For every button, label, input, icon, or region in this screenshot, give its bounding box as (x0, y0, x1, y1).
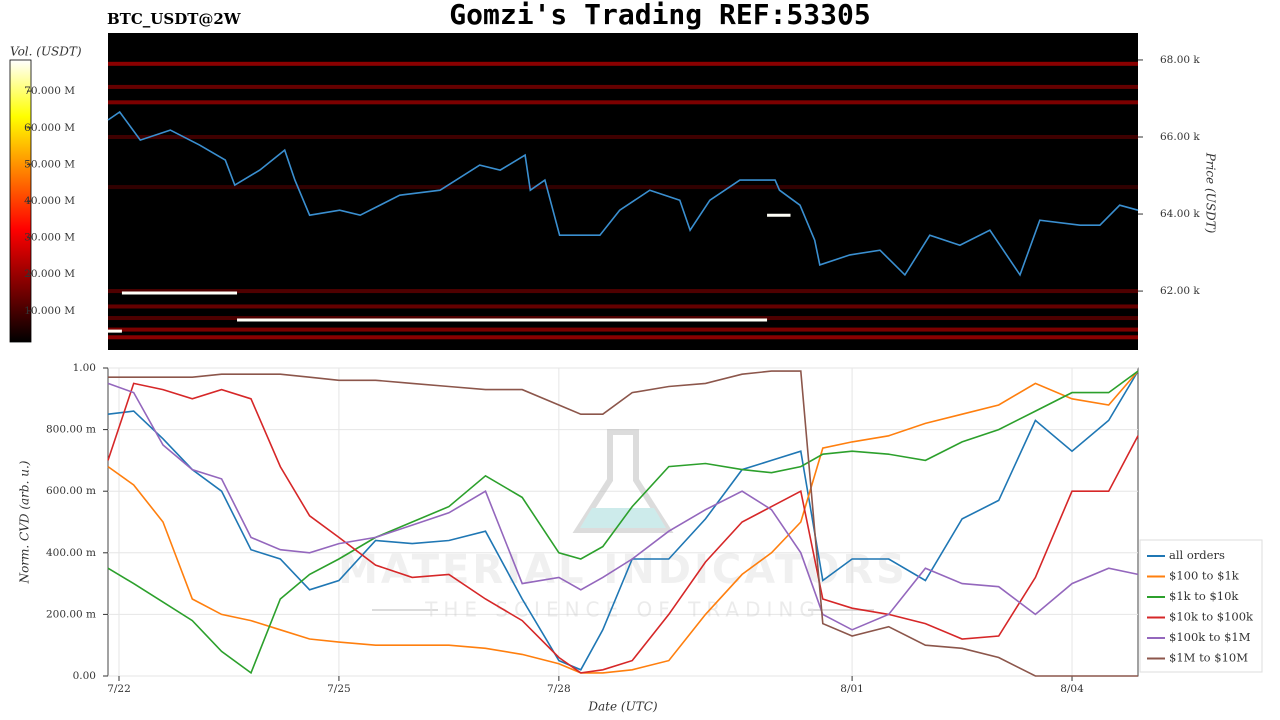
colorbar-tick-label: 60.000 M (24, 122, 75, 134)
x-tick-label: 8/04 (1060, 683, 1084, 695)
heatmap-layer (107, 61, 1139, 340)
colorbar-tick-label: 10.000 M (24, 305, 75, 317)
liquidity-band (108, 61, 1138, 66)
y-tick-label: 400.00 m (46, 547, 96, 559)
y-tick-label: 66.00 k (1160, 131, 1200, 143)
colorbar-tick-label: 70.000 M (24, 85, 75, 97)
legend-label: all orders (1169, 548, 1225, 562)
watermark: MATERIAL INDICATORS THE SCIENCE OF TRADI… (338, 429, 908, 622)
liquidity-band (108, 316, 1138, 321)
x-label: Date (UTC) (587, 700, 657, 714)
y-tick-label: 800.00 m (46, 424, 96, 436)
y-tick-label: 1.00 (73, 362, 96, 374)
legend-label: $100 to $1k (1169, 569, 1240, 583)
legend (1139, 539, 1263, 673)
heatmap-bg (108, 33, 1138, 350)
liquidity-band (108, 335, 1138, 340)
colorbar-tick-label: 40.000 M (24, 195, 75, 207)
y-tick-label: 0.00 (73, 670, 96, 682)
y-tick-label: 62.00 k (1160, 285, 1200, 297)
colorbar-label: Vol. (USDT) (10, 45, 82, 59)
subtitle: BTC_USDT@2W (107, 10, 242, 28)
price-line (107, 110, 1139, 277)
x-tick-label: 7/25 (327, 683, 351, 695)
title: Gomzi's Trading REF:53305 (449, 0, 870, 31)
x-tick-label: 8/01 (840, 683, 864, 695)
y-tick-label: 64.00 k (1160, 208, 1200, 220)
x-tick-label: 7/28 (547, 683, 571, 695)
colorbar-tick-label: 20.000 M (24, 268, 75, 280)
cvd-line (108, 370, 1138, 677)
cvd-line (107, 370, 1139, 675)
cvd-label: Norm. CVD (arb. u.) (18, 460, 32, 584)
y-tick-label: 200.00 m (46, 608, 96, 620)
liquidity-band (108, 84, 1138, 89)
colorbar-tick-label: 50.000 M (24, 158, 75, 170)
watermark-sub: THE SCIENCE OF TRADING (424, 598, 821, 622)
liquidity-band (108, 134, 1138, 139)
watermark-text: MATERIAL INDICATORS (338, 547, 908, 593)
x-tick-label: 7/22 (107, 683, 131, 695)
liquidity-band (108, 327, 1138, 332)
cvd-line (107, 370, 1139, 671)
y-tick-label: 68.00 k (1160, 54, 1200, 66)
legend-label: $100k to $1M (1169, 630, 1251, 644)
liquidity-band (108, 100, 1138, 105)
liquidity-band (108, 289, 1138, 294)
legend-label: $1M to $10M (1169, 651, 1248, 665)
liquidity-band (108, 185, 1138, 190)
price-label: Price (USDT) (1204, 152, 1218, 234)
cvd-line (107, 382, 1139, 674)
cvd-line (107, 382, 1139, 631)
liquidity-band (108, 304, 1138, 309)
legend-label: $1k to $10k (1169, 589, 1239, 603)
colorbar-tick-label: 30.000 M (24, 232, 75, 244)
y-tick-label: 600.00 m (46, 485, 96, 497)
legend-label: $10k to $100k (1169, 610, 1254, 624)
cvd-line (107, 370, 1139, 674)
